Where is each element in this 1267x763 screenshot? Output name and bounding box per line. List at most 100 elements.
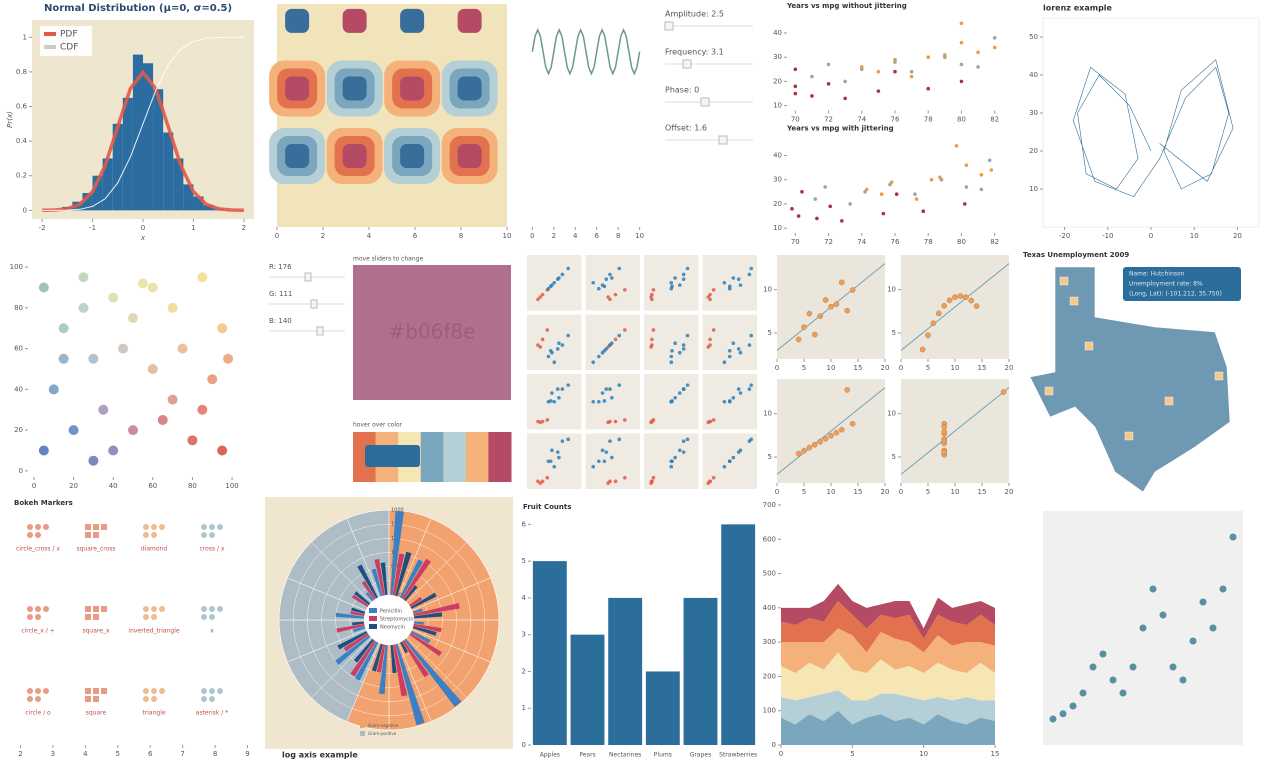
line [531, 27, 641, 76]
marker-glyph [93, 524, 99, 530]
y-tick-label: 10 [1029, 185, 1038, 193]
hist-bar [153, 89, 164, 211]
scatter-point [796, 214, 801, 218]
marker-glyph [201, 532, 207, 538]
y-tick-label: 300 [763, 638, 776, 646]
y-tick-label: 30 [1029, 109, 1038, 117]
scatter-point [749, 383, 754, 387]
radial-bar [351, 594, 369, 608]
scatter-point [822, 297, 829, 303]
legend-swatch [360, 731, 365, 736]
scatter-point [815, 216, 819, 221]
x-tick-label: 6 [413, 232, 418, 240]
scatter-point [921, 209, 926, 213]
scatter-point [1099, 650, 1107, 658]
scatter-point [793, 91, 798, 96]
radial-bar [390, 644, 397, 674]
marker-glyph [85, 614, 91, 620]
matrix-cell [702, 255, 757, 311]
scatter-point [108, 292, 119, 303]
x-tick-label: 2 [242, 224, 246, 232]
scatter-point [560, 387, 565, 391]
scatter-point [677, 350, 682, 355]
chart-title: Years vs mpg with jittering [786, 125, 894, 133]
scatter-point [964, 185, 969, 189]
marker-glyph [217, 524, 223, 530]
r-tick-label: 0.001 [391, 593, 405, 599]
image-blob [342, 8, 367, 33]
scatter-point [681, 343, 686, 347]
y-tick-label: 4 [522, 594, 527, 602]
x-tick-label: 82 [990, 116, 999, 124]
x-tick-label: 5 [926, 488, 930, 496]
scatter-point [795, 450, 802, 457]
radial-bar [361, 580, 376, 600]
radial-bar [403, 585, 418, 602]
scatter-point [38, 282, 49, 293]
y-tick-label: 10 [773, 102, 782, 110]
scatter-point [876, 89, 881, 93]
scatter-point [800, 190, 804, 194]
image-blob [285, 8, 310, 33]
y-tick-label: 20 [1029, 147, 1038, 155]
slider-handle [700, 97, 710, 107]
radial-bar [413, 612, 443, 619]
chart-title: Years vs mpg without jittering [786, 2, 907, 10]
marker-glyph [159, 524, 165, 530]
line [1072, 59, 1234, 197]
x-tick-label: 15 [854, 364, 863, 372]
scatter-point [939, 177, 944, 182]
area-layer [781, 710, 995, 745]
scatter-point [1049, 715, 1057, 723]
scatter-point [613, 292, 618, 297]
scatter-point [747, 343, 752, 347]
x-tick-label: -2 [39, 224, 46, 232]
scatter-point [941, 424, 948, 430]
y-tick-label: 80 [14, 304, 23, 312]
marker-glyph [151, 524, 157, 530]
marker-glyph [27, 532, 33, 538]
scatter-point [560, 272, 565, 277]
scatter-point [909, 69, 914, 74]
gradient-band [488, 432, 512, 482]
scatter-point [1139, 624, 1147, 632]
scatter-point [555, 387, 560, 391]
scatter-point [817, 438, 824, 445]
x-tick-label: 10 [951, 488, 960, 496]
legend-label: Gram-negative [368, 723, 399, 728]
scatter-point [1069, 702, 1077, 710]
x-tick-label: 10 [827, 488, 836, 496]
marker-glyph [143, 532, 149, 538]
radial-bar [337, 631, 368, 650]
y-tick-label: 1 [23, 33, 27, 41]
x-tick-label: 4 [83, 750, 88, 758]
image-blob [457, 76, 482, 101]
scatter-point [677, 283, 682, 287]
marker-glyph [143, 688, 149, 694]
y-tick-label: 50 [1029, 33, 1038, 41]
legend-label: Neomycin [380, 625, 405, 631]
hist-bar [112, 123, 123, 211]
scatter-point [888, 182, 892, 187]
hist-bar [132, 54, 143, 211]
scatter-point [617, 266, 622, 271]
scatter-point [959, 62, 964, 67]
scatter-point [38, 445, 49, 456]
scatter-point [828, 303, 834, 310]
x-tick-label: 20 [881, 488, 890, 496]
scatter-point [738, 448, 743, 453]
x-tick-label: 5 [926, 364, 930, 372]
legend-swatch [369, 624, 377, 629]
scatter-point [147, 282, 158, 293]
y-tick-label: 0.8 [16, 68, 27, 76]
marker-glyph [93, 614, 99, 620]
scatter-point [669, 280, 674, 285]
x-tick-label: 5 [802, 364, 806, 372]
y-tick-label: 60 [14, 345, 23, 353]
marker-glyph [143, 524, 149, 530]
x-tick-label: 2 [321, 232, 325, 240]
scatter-point [989, 168, 994, 172]
x-tick-label: 0 [32, 482, 36, 490]
scatter-point [546, 459, 551, 464]
marker-label: inverted_triangle [128, 628, 179, 635]
